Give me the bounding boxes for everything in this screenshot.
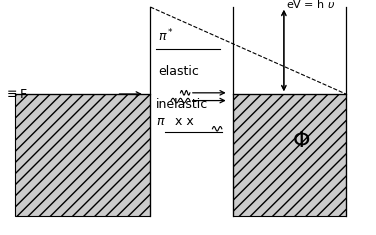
Text: elastic: elastic [158, 65, 199, 78]
Text: $\Phi$: $\Phi$ [292, 131, 310, 151]
Text: eV = h $\upsilon$: eV = h $\upsilon$ [286, 0, 335, 10]
Text: x x: x x [175, 115, 194, 128]
Bar [233, 94, 346, 216]
Text: inelastic: inelastic [156, 98, 208, 111]
Text: $\pi$: $\pi$ [156, 115, 166, 128]
Bar [15, 94, 150, 216]
Text: $\pi^*$: $\pi^*$ [158, 28, 174, 45]
Text: $\equiv$F: $\equiv$F [4, 87, 27, 101]
